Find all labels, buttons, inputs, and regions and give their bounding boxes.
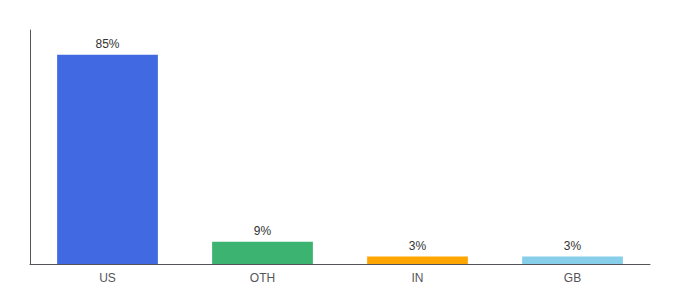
svg-text:IN: IN — [412, 271, 424, 285]
svg-text:GB: GB — [564, 271, 581, 285]
svg-text:3%: 3% — [409, 239, 427, 253]
svg-text:3%: 3% — [564, 239, 582, 253]
svg-text:9%: 9% — [254, 224, 272, 238]
svg-text:OTH: OTH — [250, 271, 275, 285]
svg-text:US: US — [99, 271, 116, 285]
svg-text:85%: 85% — [95, 37, 119, 51]
